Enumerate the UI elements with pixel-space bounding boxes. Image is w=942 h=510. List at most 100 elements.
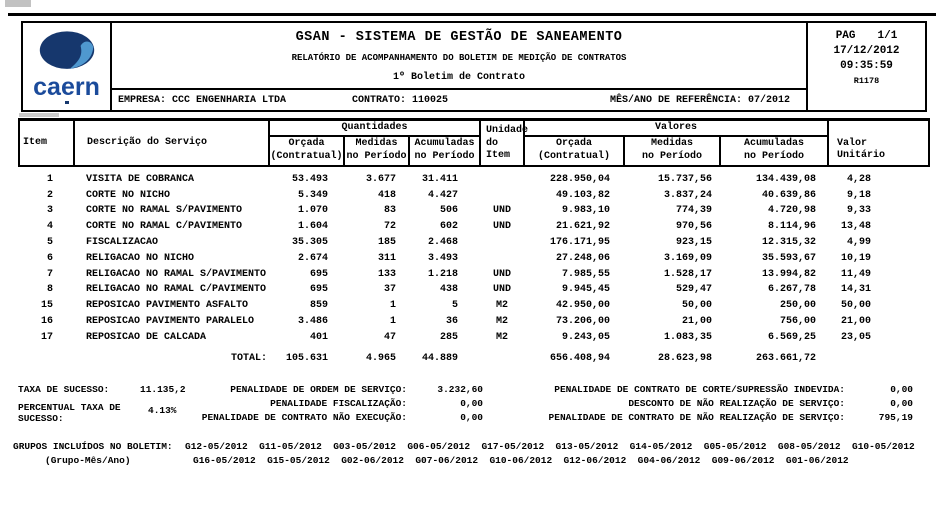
cell-qtd-acumuladas: 36 — [445, 316, 458, 328]
cell-unidade: M2 — [495, 300, 508, 312]
table-body: 1 VISITA DE COBRANCA 5 3.493 3.677 31.411… — [19, 166, 929, 346]
cell-val-orcada: 73.206,00 — [555, 316, 610, 328]
header-descricao: Descrição do Serviço — [73, 118, 270, 167]
cell-item: 4 — [46, 221, 53, 233]
cell-val-medidas: 3.837,24 — [663, 189, 712, 201]
table-row: 16 REPOSICAO PAVIMENTO PARALELO 3.486 1 … — [19, 314, 929, 330]
cell-qtd-acumuladas: 1.218 — [427, 268, 458, 280]
cell-item: 3 — [46, 205, 53, 217]
cell-qtd-orcada: 695 — [309, 268, 328, 280]
cell-unidade: UND — [492, 268, 511, 280]
cell-qtd-acumuladas: 31.411 — [421, 173, 458, 185]
cell-qtd-orcada: 695 — [309, 284, 328, 296]
cell-qtd-orcada: 1.070 — [297, 205, 328, 217]
cell-qtd-orcada: 3.486 — [297, 316, 328, 328]
header-qtd-medidas: Medidas no Período — [343, 134, 410, 167]
cell-qtd-medidas: 47 — [383, 331, 396, 343]
contract-info-row: EMPRESA: CCC ENGENHARIA LTDA CONTRATO: 1… — [112, 88, 806, 110]
cell-descricao: CORTE NO RAMAL C/PAVIMENTO — [86, 221, 243, 233]
cell-valor-unitario: 4,28 — [846, 173, 871, 185]
cell-descricao: RELIGACAO NO NICHO — [86, 252, 195, 264]
page-value: 1/1 — [877, 30, 898, 42]
cell-qtd-orcada: 401 — [309, 331, 328, 343]
header-qtd-acumuladas: Acumuladas no Período — [408, 134, 481, 167]
cell-val-medidas: 15.737,56 — [657, 173, 712, 185]
cell-val-medidas: 529,47 — [675, 284, 712, 296]
total-qtd-medidas: 4.965 — [365, 352, 396, 364]
penalty-corte-supressao: PENALIDADE DE CONTRATO DE CORTE/SUPRESSÃ… — [554, 384, 913, 395]
cell-qtd-orcada: 859 — [309, 300, 328, 312]
cell-val-orcada: 9.243,05 — [561, 331, 610, 343]
report-code: R1178 — [853, 76, 880, 86]
total-qtd-orcada: 105.631 — [285, 352, 328, 364]
penalty-nao-execucao: PENALIDADE DE CONTRATO NÃO EXECUÇÃO: 0,0… — [201, 412, 483, 423]
cell-item: 7 — [46, 268, 53, 280]
cell-qtd-medidas: 418 — [377, 189, 396, 201]
table-row: 1 VISITA DE COBRANCA 53.493 3.677 31.411… — [19, 166, 929, 188]
cell-item: 15 — [40, 300, 53, 312]
cell-valor-unitario: 21,00 — [840, 316, 871, 328]
cell-item: 5 — [46, 237, 53, 249]
report-subtitle: RELATÓRIO DE ACOMPANHAMENTO DO BOLETIM D… — [291, 53, 627, 63]
referencia-info: MÊS/ANO DE REFERÊNCIA: 07/2012 — [610, 95, 791, 106]
cell-qtd-medidas: 185 — [377, 237, 396, 249]
cell-qtd-acumuladas: 602 — [439, 221, 458, 233]
groups-sublabel: (Grupo-Mês/Ano) — [45, 455, 131, 466]
cell-qtd-medidas: 133 — [377, 268, 396, 280]
table-corner-artifact — [19, 113, 59, 117]
caern-drop-icon — [39, 30, 94, 69]
percentual-label-line2: SUCESSO: — [18, 413, 64, 424]
header-val-acumuladas: Acumuladas no Período — [719, 134, 829, 167]
cell-val-acumuladas: 6.267,78 — [767, 284, 816, 296]
cell-qtd-medidas: 1 — [389, 316, 396, 328]
cell-val-orcada: 27.248,06 — [555, 252, 610, 264]
cell-val-acumuladas: 4.720,98 — [767, 205, 816, 217]
cell-val-acumuladas: 250,00 — [779, 300, 816, 312]
cell-unidade: M2 — [495, 331, 508, 343]
cell-item: 1 — [46, 173, 53, 185]
cell-val-orcada: 21.621,92 — [555, 221, 610, 233]
cell-item: 2 — [46, 189, 53, 201]
cell-qtd-acumuladas: 3.493 — [427, 252, 458, 264]
total-empty-item — [19, 345, 74, 366]
cell-val-medidas: 970,56 — [675, 221, 712, 233]
cell-descricao: REPOSICAO DE CALCADA — [86, 331, 207, 343]
cell-descricao: REPOSICAO PAVIMENTO PARALELO — [86, 316, 255, 328]
cell-valor-unitario: 11,49 — [840, 268, 871, 280]
cell-qtd-acumuladas: 506 — [439, 205, 458, 217]
total-row: TOTAL: 105.631 4.965 44.889 656.408,94 2… — [19, 345, 929, 366]
penalty-nao-realizacao: PENALIDADE DE CONTRATO DE NÃO REALIZAÇÃO… — [548, 412, 913, 423]
cell-descricao: VISITA DE COBRANCA — [86, 173, 195, 185]
cell-qtd-acumuladas: 2.468 — [427, 237, 458, 249]
header-unidade: Unidade do Item — [479, 118, 528, 167]
empresa-info: EMPRESA: CCC ENGENHARIA LTDA — [118, 95, 287, 106]
cell-unidade — [480, 166, 524, 188]
taxa-sucesso-label: TAXA DE SUCESSO: — [18, 384, 110, 395]
cell-val-orcada: 9.945,45 — [561, 284, 610, 296]
caern-logo: caern — [23, 23, 112, 110]
header-val-medidas: Medidas no Período — [623, 134, 721, 167]
cell-val-acumuladas: 756,00 — [779, 316, 816, 328]
cell-val-orcada: 49.103,82 — [555, 189, 610, 201]
penalty-fiscalizacao: PENALIDADE FISCALIZAÇÃO: 0,00 — [270, 398, 483, 409]
cell-qtd-medidas: 83 — [383, 205, 396, 217]
cell-unidade: M2 — [495, 316, 508, 328]
table-row: 8 RELIGACAO NO RAMAL C/PAVIMENTO 695 37 … — [19, 282, 929, 298]
page-info-box: PAG 1/1 17/12/2012 09:35:59 R1178 — [806, 23, 925, 110]
cell-unidade: UND — [492, 221, 511, 233]
cell-valor-unitario: 14,31 — [840, 284, 871, 296]
cell-val-acumuladas: 35.593,67 — [761, 252, 816, 264]
cell-qtd-medidas: 3.677 — [365, 173, 396, 185]
cell-valor-unitario: 9,18 — [846, 189, 871, 201]
cell-qtd-medidas: 311 — [377, 252, 396, 264]
cell-val-medidas: 1.528,17 — [663, 268, 712, 280]
cell-unidade: UND — [492, 205, 511, 217]
header-item: Item — [18, 118, 75, 167]
services-table: Item Descrição do Serviço Quantidades Un… — [18, 118, 930, 366]
cell-qtd-acumuladas: 285 — [439, 331, 458, 343]
page-label: PAG — [835, 30, 856, 42]
top-rule — [8, 13, 936, 16]
table-row: 4 CORTE NO RAMAL C/PAVIMENTO 1.604 72 60… — [19, 219, 929, 235]
header-center: GSAN - SISTEMA DE GESTÃO DE SANEAMENTO R… — [112, 23, 806, 110]
